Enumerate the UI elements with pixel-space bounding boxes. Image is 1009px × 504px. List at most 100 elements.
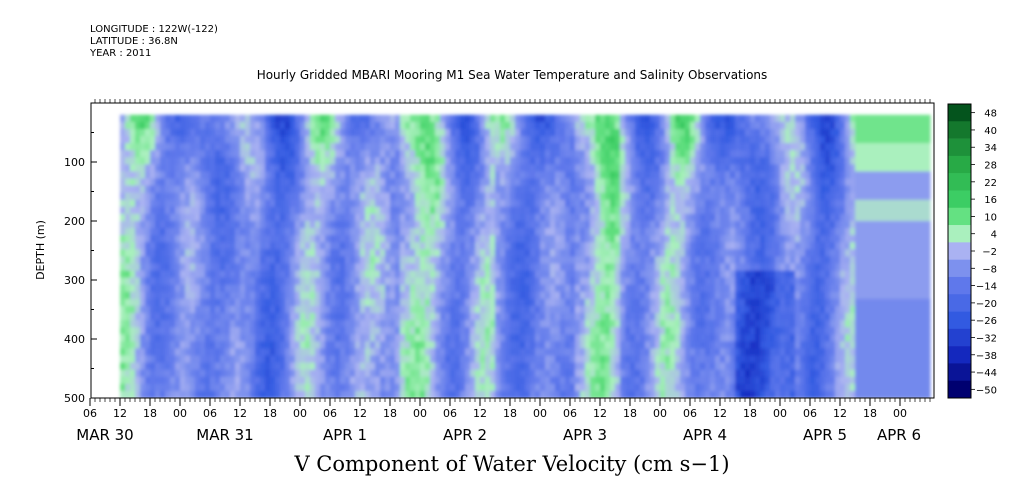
heatmap-cell: [270, 341, 276, 350]
heatmap-cell: [590, 320, 596, 328]
heatmap-cell: [705, 114, 711, 123]
heatmap-cell: [575, 249, 581, 257]
heatmap-cell: [180, 383, 186, 392]
heatmap-cell: [135, 263, 141, 272]
heatmap-cell: [415, 178, 421, 187]
heatmap-cell: [370, 298, 376, 307]
heatmap-cell: [415, 171, 421, 180]
heatmap-cell: [120, 143, 126, 151]
heatmap-cell: [210, 249, 216, 257]
heatmap-cell: [715, 171, 721, 180]
heatmap-cell: [510, 383, 516, 392]
heatmap-cell: [690, 171, 696, 180]
heatmap-cell: [425, 235, 431, 243]
heatmap-cell: [605, 129, 611, 137]
heatmap-cell: [250, 390, 256, 398]
heatmap-cell: [170, 228, 176, 236]
heatmap-cell: [145, 298, 151, 307]
heatmap-cell: [500, 213, 506, 222]
heatmap-cell: [300, 157, 306, 165]
heatmap-cell: [265, 129, 271, 137]
heatmap-cell: [335, 284, 341, 293]
heatmap-cell: [670, 263, 676, 272]
heatmap-cell: [615, 114, 621, 123]
heatmap-cell: [235, 206, 241, 215]
heatmap-cell: [660, 320, 666, 328]
heatmap-cell: [415, 249, 421, 257]
heatmap-cell: [385, 206, 391, 215]
heatmap-cell: [560, 270, 566, 279]
heatmap-cell: [395, 157, 401, 165]
heatmap-cell: [335, 235, 341, 243]
heatmap-cell: [315, 327, 321, 335]
heatmap-cell: [675, 390, 681, 398]
heatmap-cell: [425, 150, 431, 158]
heatmap-cell: [475, 277, 481, 286]
heatmap-cell: [405, 327, 411, 335]
heatmap-cell: [650, 355, 656, 364]
heatmap-cell: [175, 213, 181, 222]
heatmap-cell: [630, 185, 636, 194]
heatmap-cell: [665, 157, 671, 165]
heatmap-cell: [120, 327, 126, 335]
heatmap-cell: [600, 129, 606, 137]
heatmap-cell: [690, 313, 696, 321]
heatmap-cell: [465, 313, 471, 321]
heatmap-cell: [230, 291, 236, 300]
heatmap-cell: [235, 129, 241, 137]
heatmap-cell: [630, 383, 636, 392]
heatmap-cell: [265, 263, 271, 272]
heatmap-cell: [715, 362, 721, 371]
heatmap-cell: [405, 291, 411, 300]
heatmap-cell: [535, 334, 541, 342]
heatmap-cell: [435, 348, 441, 357]
heatmap-cell: [180, 390, 186, 398]
heatmap-cell: [275, 263, 281, 272]
heatmap-cell: [715, 284, 721, 293]
heatmap-cell: [185, 341, 191, 350]
heatmap-cell: [180, 313, 186, 321]
heatmap-cell: [425, 185, 431, 194]
heatmap-cell: [345, 157, 351, 165]
heatmap-cell: [345, 129, 351, 137]
heatmap-cell: [150, 143, 156, 151]
heatmap-cell: [690, 192, 696, 201]
heatmap-cell: [700, 206, 706, 215]
heatmap-cell: [460, 362, 466, 371]
heatmap-cell: [595, 213, 601, 222]
heatmap-cell: [695, 228, 701, 236]
heatmap-cell: [560, 178, 566, 187]
heatmap-cell: [230, 228, 236, 236]
heatmap-cell: [710, 249, 716, 257]
heatmap-cell: [145, 185, 151, 194]
heatmap-cell: [295, 129, 301, 137]
heatmap-cell: [435, 164, 441, 173]
heatmap-cell: [265, 143, 271, 151]
heatmap-cell: [125, 313, 131, 321]
heatmap-cell: [135, 341, 141, 350]
heatmap-cell: [255, 235, 261, 243]
heatmap-cell: [240, 171, 246, 180]
heatmap-cell: [175, 291, 181, 300]
heatmap-cell: [125, 171, 131, 180]
heatmap-cell: [220, 334, 226, 342]
heatmap-cell: [650, 369, 656, 378]
heatmap-cell: [440, 221, 446, 229]
heatmap-cell: [535, 369, 541, 378]
heatmap-cell: [650, 306, 656, 314]
heatmap-cell: [280, 143, 286, 151]
heatmap-cell: [445, 256, 451, 265]
heatmap-cell: [670, 313, 676, 321]
heatmap-cell: [470, 341, 476, 350]
heatmap-cell: [305, 355, 311, 364]
heatmap-cell: [445, 136, 451, 144]
heatmap-cell: [515, 171, 521, 180]
heatmap-cell: [645, 129, 651, 137]
heatmap-cell: [440, 277, 446, 286]
heatmap-cell: [520, 383, 526, 392]
heatmap-cell: [655, 221, 661, 229]
heatmap-cell: [535, 129, 541, 137]
heatmap-cell: [595, 235, 601, 243]
heatmap-cell: [475, 192, 481, 201]
heatmap-cell: [485, 164, 491, 173]
